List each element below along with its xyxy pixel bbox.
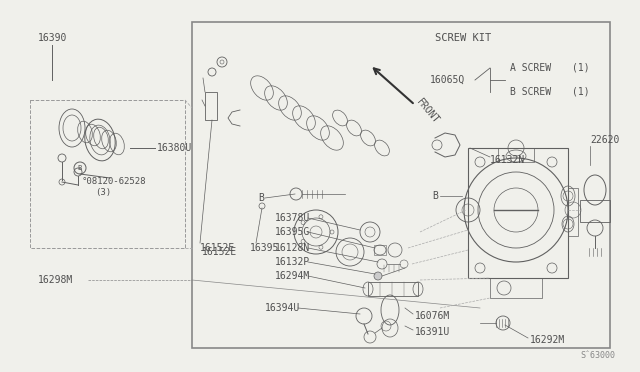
Text: 16132N: 16132N [490, 155, 525, 165]
Text: 16292M: 16292M [530, 335, 565, 345]
Bar [468, 148, 568, 278]
Text: A SCREW: A SCREW [510, 63, 551, 73]
Text: 16152E: 16152E [200, 243, 236, 253]
Text: SCREW KIT: SCREW KIT [435, 33, 492, 43]
Text: 16076M: 16076M [415, 311, 451, 321]
Text: 16395G: 16395G [275, 227, 310, 237]
Text: 22620: 22620 [590, 135, 620, 145]
Text: (3): (3) [95, 187, 111, 196]
Bar [368, 282, 418, 296]
Text: 16132P: 16132P [275, 257, 310, 267]
Text: 16294M: 16294M [275, 271, 310, 281]
Text: 16128N: 16128N [275, 243, 310, 253]
Text: FRONT: FRONT [414, 97, 441, 126]
Text: Sˆ63000: Sˆ63000 [580, 352, 615, 360]
Text: 16152E: 16152E [202, 247, 237, 257]
Text: B: B [78, 165, 82, 171]
Circle shape [374, 272, 382, 280]
Text: (1): (1) [572, 87, 589, 97]
Text: 16391U: 16391U [415, 327, 451, 337]
Text: 16395: 16395 [250, 243, 280, 253]
Bar [498, 148, 534, 162]
Bar [30, 100, 185, 248]
Bar [568, 188, 578, 236]
Text: 16380U: 16380U [157, 143, 192, 153]
Text: 16378U: 16378U [275, 213, 310, 223]
Text: B: B [258, 193, 264, 203]
Text: B: B [432, 191, 438, 201]
Bar [205, 92, 217, 120]
Text: 16065Q: 16065Q [430, 75, 465, 85]
Bar [580, 200, 610, 222]
Text: B SCREW: B SCREW [510, 87, 551, 97]
Bar [192, 22, 610, 348]
Text: °08120-62528: °08120-62528 [82, 177, 147, 186]
Bar [490, 278, 542, 298]
Text: 16394U: 16394U [265, 303, 300, 313]
Text: 16390: 16390 [38, 33, 67, 43]
Bar [374, 245, 386, 255]
Text: 16298M: 16298M [38, 275, 73, 285]
Text: (1): (1) [572, 63, 589, 73]
